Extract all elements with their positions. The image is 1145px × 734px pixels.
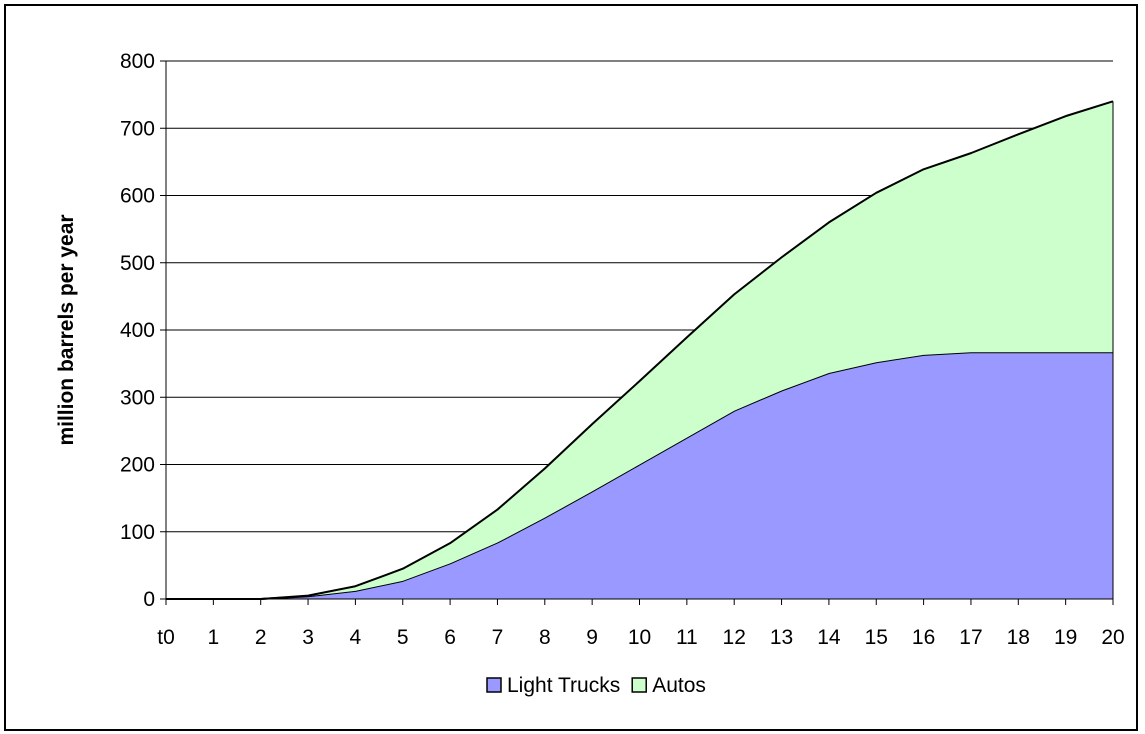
- chart-frame: 0 100 200 300 400 500 600 700 800 t0 1 2 3 4 5 6 7 8 9 10 1…: [4, 4, 1138, 731]
- x-tick-label: 2: [255, 626, 267, 649]
- x-tick-label: 15: [865, 626, 888, 649]
- x-tick-label: 12: [723, 626, 746, 649]
- x-tick-label: 19: [1054, 626, 1077, 649]
- y-tick-label: 700: [120, 117, 155, 140]
- legend-label: Light Trucks: [507, 674, 620, 697]
- y-tick-label: 600: [120, 185, 155, 208]
- y-tick-label: 200: [120, 454, 155, 477]
- x-tick-label: 18: [1007, 626, 1030, 649]
- x-tick-label: 13: [770, 626, 793, 649]
- x-tick-label: 7: [492, 626, 504, 649]
- legend-item-autos: Autos: [631, 674, 706, 697]
- y-tick-labels: 0 100 200 300 400 500 600 700 800: [120, 50, 155, 611]
- y-tick-label: 800: [120, 50, 155, 73]
- x-tick-label: 16: [912, 626, 935, 649]
- x-tick-label: 11: [676, 626, 698, 649]
- x-tick-label: 4: [350, 626, 362, 649]
- legend: Light Trucks Autos: [486, 674, 706, 697]
- x-tick-label: 1: [208, 626, 220, 649]
- x-tick-label: 5: [397, 626, 409, 649]
- x-tick-label: 6: [444, 626, 456, 649]
- x-tick-label: 3: [302, 626, 314, 649]
- y-axis-label: million barrels per year: [55, 214, 78, 445]
- area-series: [166, 100, 1114, 600]
- x-tick-label: 17: [959, 626, 982, 649]
- legend-swatch: [486, 677, 502, 693]
- axes: [160, 60, 1114, 605]
- legend-item-light-trucks: Light Trucks: [486, 674, 620, 697]
- area-autos: [166, 101, 1113, 599]
- legend-swatch: [631, 677, 647, 693]
- y-tick-label: 100: [120, 521, 155, 544]
- x-tick-label: 10: [628, 626, 651, 649]
- legend-label: Autos: [652, 674, 706, 697]
- series-line-autos: [166, 100, 1114, 600]
- x-tick-label: 9: [586, 626, 598, 649]
- area-light-trucks: [166, 352, 1113, 599]
- y-tick-label: 0: [143, 588, 155, 611]
- x-tick-label: 14: [817, 626, 841, 649]
- y-tick-label: 500: [120, 252, 155, 275]
- x-tick-label: 20: [1101, 626, 1124, 649]
- y-tick-label: 400: [120, 319, 155, 342]
- y-tick-label: 300: [120, 386, 155, 409]
- x-tick-labels: t0 1 2 3 4 5 6 7 8 9 10 11 12 13 14 15 16 17 18 19 20: [157, 626, 1124, 649]
- x-tick-label: 8: [539, 626, 551, 649]
- x-tick-label: t0: [157, 626, 175, 649]
